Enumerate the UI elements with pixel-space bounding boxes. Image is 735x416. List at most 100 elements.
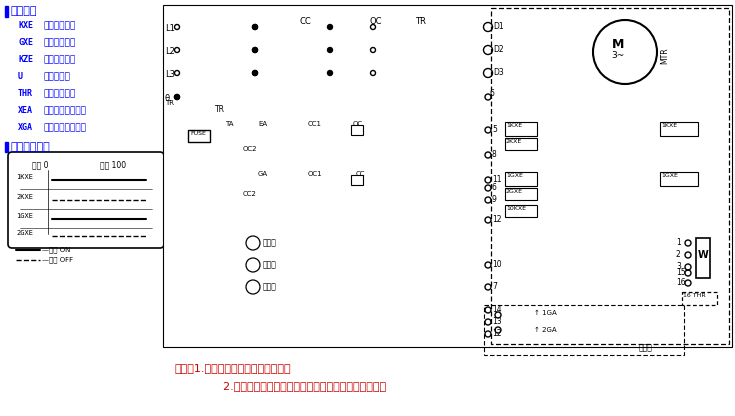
Text: L3: L3 bbox=[165, 70, 175, 79]
Text: 现场关阀操作开关: 现场关阀操作开关 bbox=[44, 123, 87, 132]
Text: XEA: XEA bbox=[18, 106, 33, 115]
Bar bbox=[351, 175, 363, 185]
Circle shape bbox=[253, 70, 257, 75]
Text: 10: 10 bbox=[492, 260, 501, 269]
Bar bbox=[660, 172, 698, 186]
Text: 10KXE: 10KXE bbox=[506, 206, 526, 211]
Text: OC1: OC1 bbox=[308, 171, 323, 177]
Text: 5: 5 bbox=[492, 125, 497, 134]
Text: 7: 7 bbox=[492, 282, 497, 291]
Bar bbox=[660, 122, 698, 136]
Text: U: U bbox=[18, 72, 23, 81]
Circle shape bbox=[174, 94, 179, 99]
Text: MTR: MTR bbox=[660, 47, 669, 64]
Text: 开向限位开关: 开向限位开关 bbox=[44, 21, 76, 30]
Text: THR: THR bbox=[18, 89, 33, 98]
Circle shape bbox=[328, 47, 332, 52]
Text: 位置电位器: 位置电位器 bbox=[44, 72, 71, 81]
Text: 15: 15 bbox=[676, 268, 686, 277]
Text: ↑ 2GA: ↑ 2GA bbox=[534, 327, 556, 333]
Text: TR: TR bbox=[165, 100, 174, 106]
Text: 符号说明: 符号说明 bbox=[10, 6, 37, 16]
Bar bbox=[505, 122, 537, 136]
Text: 11: 11 bbox=[492, 175, 501, 184]
Bar bbox=[484, 305, 684, 355]
Text: 开关动作程序: 开关动作程序 bbox=[10, 142, 50, 152]
Text: L1: L1 bbox=[165, 24, 175, 33]
Bar bbox=[5, 6, 8, 17]
Bar bbox=[491, 8, 729, 344]
Text: GXE: GXE bbox=[18, 38, 33, 47]
Text: 16 THR: 16 THR bbox=[683, 293, 706, 298]
Text: KXE: KXE bbox=[18, 21, 33, 30]
Text: KZE: KZE bbox=[18, 55, 33, 64]
Circle shape bbox=[328, 70, 332, 75]
Text: 2GXE: 2GXE bbox=[16, 230, 33, 236]
Circle shape bbox=[253, 25, 257, 30]
Text: EA: EA bbox=[258, 121, 267, 127]
Text: 空间加热电阻: 空间加热电阻 bbox=[44, 89, 76, 98]
Text: OC: OC bbox=[353, 121, 363, 127]
Bar bbox=[505, 188, 537, 200]
Text: 6: 6 bbox=[490, 89, 495, 98]
Text: 1: 1 bbox=[676, 238, 681, 247]
Text: 14: 14 bbox=[492, 305, 501, 314]
Bar bbox=[188, 130, 210, 142]
Text: 系列化: 系列化 bbox=[263, 238, 277, 247]
Text: CC: CC bbox=[356, 171, 365, 177]
Text: —断开 OFF: —断开 OFF bbox=[42, 256, 73, 262]
FancyBboxPatch shape bbox=[8, 152, 164, 248]
Text: 9: 9 bbox=[492, 195, 497, 204]
Bar bbox=[5, 142, 8, 152]
Text: 6: 6 bbox=[492, 183, 497, 192]
Bar bbox=[351, 125, 363, 135]
Text: TA: TA bbox=[225, 121, 234, 127]
Text: M: M bbox=[612, 37, 624, 50]
Circle shape bbox=[328, 25, 332, 30]
Text: 12: 12 bbox=[492, 329, 501, 338]
Text: 全开 100: 全开 100 bbox=[100, 160, 126, 169]
Bar bbox=[505, 205, 537, 217]
Text: θ: θ bbox=[165, 94, 170, 103]
Text: GA: GA bbox=[258, 171, 268, 177]
Text: CC2: CC2 bbox=[243, 191, 257, 197]
Text: OC: OC bbox=[370, 17, 382, 26]
Text: 3~: 3~ bbox=[612, 52, 625, 60]
Text: 2.图中各限位及转矩开关为阀门处于中间位置时的状态: 2.图中各限位及转矩开关为阀门处于中间位置时的状态 bbox=[195, 381, 386, 391]
Text: TR: TR bbox=[215, 105, 225, 114]
Text: FUSE: FUSE bbox=[190, 131, 206, 136]
Circle shape bbox=[253, 25, 257, 30]
Text: CC1: CC1 bbox=[308, 121, 322, 127]
Bar bbox=[163, 5, 732, 347]
Text: 全关 0: 全关 0 bbox=[32, 160, 49, 169]
Text: —接通 ON: —接通 ON bbox=[42, 246, 71, 253]
Text: 16: 16 bbox=[676, 278, 686, 287]
Text: 开向转矩开关: 开向转矩开关 bbox=[44, 55, 76, 64]
Text: 3: 3 bbox=[676, 262, 681, 271]
Text: 2: 2 bbox=[676, 250, 681, 259]
Text: ↑ 1GA: ↑ 1GA bbox=[534, 310, 556, 316]
Text: 1GXE: 1GXE bbox=[16, 213, 33, 219]
Text: 13: 13 bbox=[492, 317, 501, 326]
Text: 1KXE: 1KXE bbox=[661, 123, 677, 128]
Bar bbox=[505, 138, 537, 150]
Text: D1: D1 bbox=[493, 22, 503, 31]
Text: CC: CC bbox=[300, 17, 312, 26]
Text: 1GXE: 1GXE bbox=[506, 173, 523, 178]
Text: 现场开阀操作开关: 现场开阀操作开关 bbox=[44, 106, 87, 115]
Circle shape bbox=[253, 47, 257, 52]
Text: 12: 12 bbox=[492, 215, 501, 224]
Circle shape bbox=[253, 47, 257, 52]
Text: W: W bbox=[698, 250, 709, 260]
Text: TR: TR bbox=[415, 17, 426, 26]
Text: 1KXE: 1KXE bbox=[16, 174, 33, 180]
Text: 1GXE: 1GXE bbox=[661, 173, 678, 178]
Text: 1KXE: 1KXE bbox=[506, 123, 522, 128]
Text: D3: D3 bbox=[493, 68, 503, 77]
Text: 选方案: 选方案 bbox=[263, 282, 277, 291]
Text: D2: D2 bbox=[493, 45, 503, 54]
Text: 8: 8 bbox=[492, 150, 497, 159]
Bar bbox=[696, 238, 710, 278]
Text: XGA: XGA bbox=[18, 123, 33, 132]
Text: 关向限位开关: 关向限位开关 bbox=[44, 38, 76, 47]
